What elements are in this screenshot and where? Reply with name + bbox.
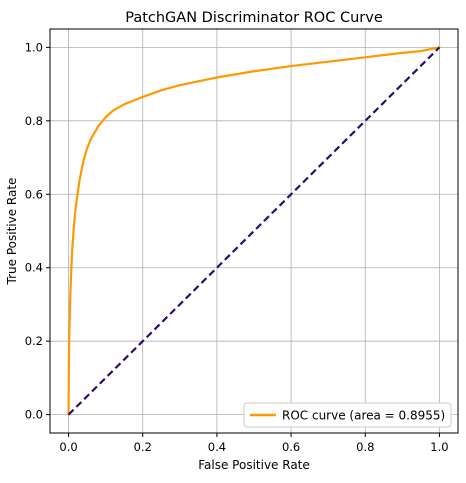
y-tick-label: 0.6	[25, 187, 43, 201]
chart-title: PatchGAN Discriminator ROC Curve	[125, 10, 383, 26]
curve-layer	[67, 46, 441, 416]
roc-curve-line	[67, 46, 441, 416]
y-tick-label: 0.8	[25, 114, 43, 128]
x-tick-label: 1.0	[430, 440, 448, 454]
x-tick-label: 0.8	[356, 440, 374, 454]
x-axis-label: False Positive Rate	[198, 458, 310, 472]
legend: ROC curve (area = 0.8955)	[243, 402, 452, 428]
x-tick-label: 0.0	[59, 440, 77, 454]
y-tick-label: 0.2	[25, 334, 43, 348]
chance-diagonal-line	[67, 46, 441, 416]
legend-box	[243, 402, 452, 428]
x-tick-label: 0.2	[134, 440, 152, 454]
y-axis-label: True Positive Rate	[5, 178, 19, 286]
tick-layer: 0.0 0.2 0.4 0.6 0.8 1.0 0.0 0.2 0.4 0.6 0.8 1.0	[25, 40, 449, 454]
x-tick-label: 0.4	[208, 440, 226, 454]
y-tick-label: 0.4	[25, 261, 43, 275]
y-tick-label: 1.0	[25, 40, 43, 54]
y-tick-label: 0.0	[25, 408, 43, 422]
legend-label: ROC curve (area = 0.8955)	[282, 409, 445, 423]
plot-frame	[49, 28, 459, 434]
x-tick-label: 0.6	[282, 440, 300, 454]
